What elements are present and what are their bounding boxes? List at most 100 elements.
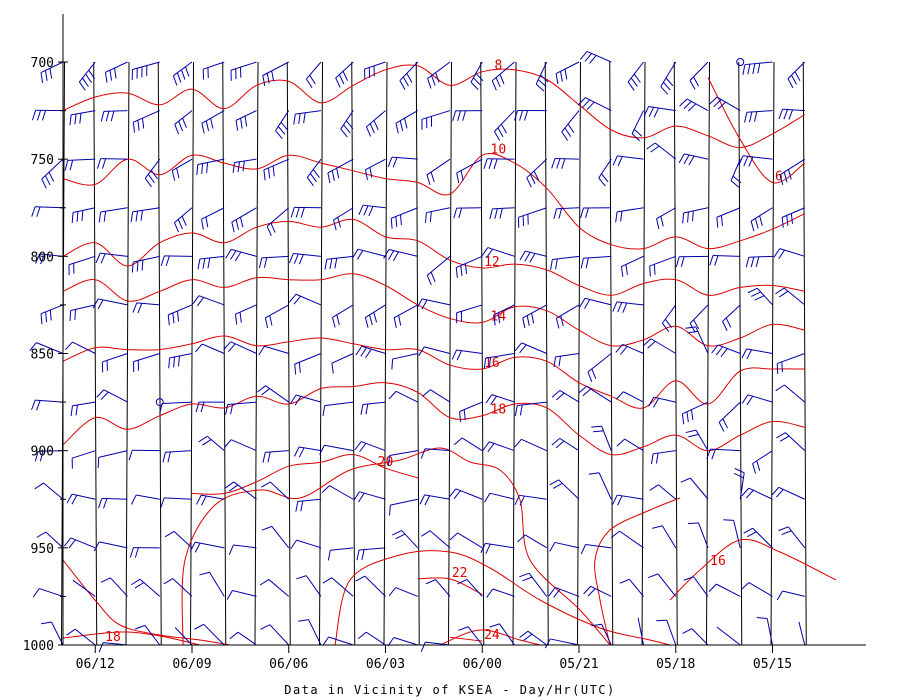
wind-barb (356, 547, 386, 561)
wind-barb-flag (202, 258, 206, 269)
wind-barb (709, 255, 741, 266)
wind-barb-flag (135, 211, 139, 222)
wind-barb-flag (40, 254, 46, 265)
wind-barb (290, 206, 322, 218)
wind-barb-shaft (136, 302, 160, 306)
wind-barb (716, 207, 741, 228)
wind-barb (491, 61, 515, 91)
wind-barb-flag (298, 113, 301, 124)
wind-barb-shaft (295, 394, 322, 403)
wind-barb-flag (524, 251, 531, 262)
wind-barb-flag (661, 322, 670, 332)
wind-barb-shaft (535, 61, 548, 85)
wind-barb-flag (298, 254, 304, 265)
wind-barb-flag (456, 172, 460, 184)
wind-barb (741, 487, 773, 500)
wind-barb-flag (196, 494, 202, 505)
wind-barb (580, 255, 612, 269)
wind-barb-shaft (690, 477, 709, 500)
wind-barb-flag (752, 63, 756, 74)
wind-barb (553, 207, 580, 219)
wind-barb-flag (776, 432, 786, 439)
wind-barb-flag (752, 463, 756, 474)
wind-barb-flag (369, 167, 373, 178)
wind-barb-shaft (556, 304, 580, 319)
wind-barb-shaft (45, 531, 64, 549)
wind-barb-flag (540, 74, 549, 83)
wind-barb-flag (74, 113, 77, 125)
wind-barb-flag (720, 215, 723, 226)
wind-barb (689, 61, 709, 90)
wind-barb-flag (519, 495, 525, 506)
wind-barb-shaft (71, 493, 96, 500)
wind-barb-flag (194, 343, 203, 353)
wind-barb (448, 488, 483, 500)
wind-barb (549, 479, 580, 500)
wind-barb-shaft (168, 304, 193, 316)
wind-barb (160, 255, 193, 267)
wind-barb (31, 109, 64, 121)
wind-barb (646, 142, 677, 160)
wind-barb (750, 207, 773, 232)
wind-barb-shaft (209, 572, 225, 597)
wind-barb-flag (691, 210, 694, 222)
wind-barb-flag (553, 356, 557, 368)
wind-barb (485, 394, 515, 406)
wind-barb-flag (196, 164, 199, 175)
wind-barb (578, 385, 612, 403)
wind-barb-flag (529, 174, 536, 184)
wind-barb-flag (577, 97, 586, 106)
wind-barb-flag (167, 314, 170, 326)
wind-barb-flag (424, 212, 427, 223)
wind-barb-flag (497, 312, 501, 324)
wind-barb-flag (331, 363, 334, 374)
wind-barb-flag (449, 532, 459, 541)
wind-barb-flag (514, 342, 523, 352)
wind-barb-flag (742, 64, 746, 75)
wind-barb-flag (181, 215, 187, 226)
wind-barb-flag (41, 178, 47, 189)
wind-barb-shaft (654, 142, 677, 160)
wind-barb (322, 577, 354, 597)
wind-barb-flag (754, 111, 758, 122)
wind-barb (619, 578, 644, 597)
wind-barb-shaft (752, 450, 773, 464)
wind-barb (261, 481, 290, 500)
wind-barb-flag (778, 249, 785, 260)
wind-barb-flag (685, 429, 697, 434)
wind-barb (452, 110, 483, 122)
wind-barb (741, 394, 773, 406)
wind-barb-flag (293, 114, 296, 125)
wind-barb (232, 158, 257, 173)
wind-barb-flag (197, 297, 205, 307)
wind-barb-shaft (399, 61, 419, 81)
wind-barb-shaft (552, 255, 580, 261)
wind-barb-shaft (695, 429, 709, 451)
wind-barb-flag (611, 530, 620, 539)
wind-barb-flag (114, 68, 117, 79)
wind-barb-flag (41, 621, 52, 625)
wind-barb-flag (398, 315, 402, 326)
wind-barb (451, 349, 483, 361)
wind-barb-shaft (268, 579, 290, 597)
wind-barb (494, 110, 515, 141)
wind-barb-flag (779, 435, 790, 442)
wind-barb-flag (137, 120, 140, 131)
wind-barb-flag (519, 572, 530, 578)
wind-barb-flag (197, 258, 201, 270)
wind-barb-flag (391, 359, 394, 370)
wind-barb-flag (232, 162, 236, 173)
wind-barb-flag (399, 80, 406, 90)
wind-barb (229, 631, 257, 646)
wind-barb-flag (550, 259, 553, 270)
wind-barb (101, 353, 128, 373)
wind-barb-shaft (459, 401, 483, 412)
wind-barb-shaft (165, 450, 193, 453)
wind-barb-flag (775, 287, 785, 295)
wind-barb-flag (741, 394, 749, 404)
wind-barb-flag (693, 319, 700, 330)
wind-barb-flag (717, 101, 726, 110)
wind-barb-flag (228, 484, 239, 492)
wind-barb-shaft (365, 158, 386, 171)
wind-barb (298, 619, 322, 646)
